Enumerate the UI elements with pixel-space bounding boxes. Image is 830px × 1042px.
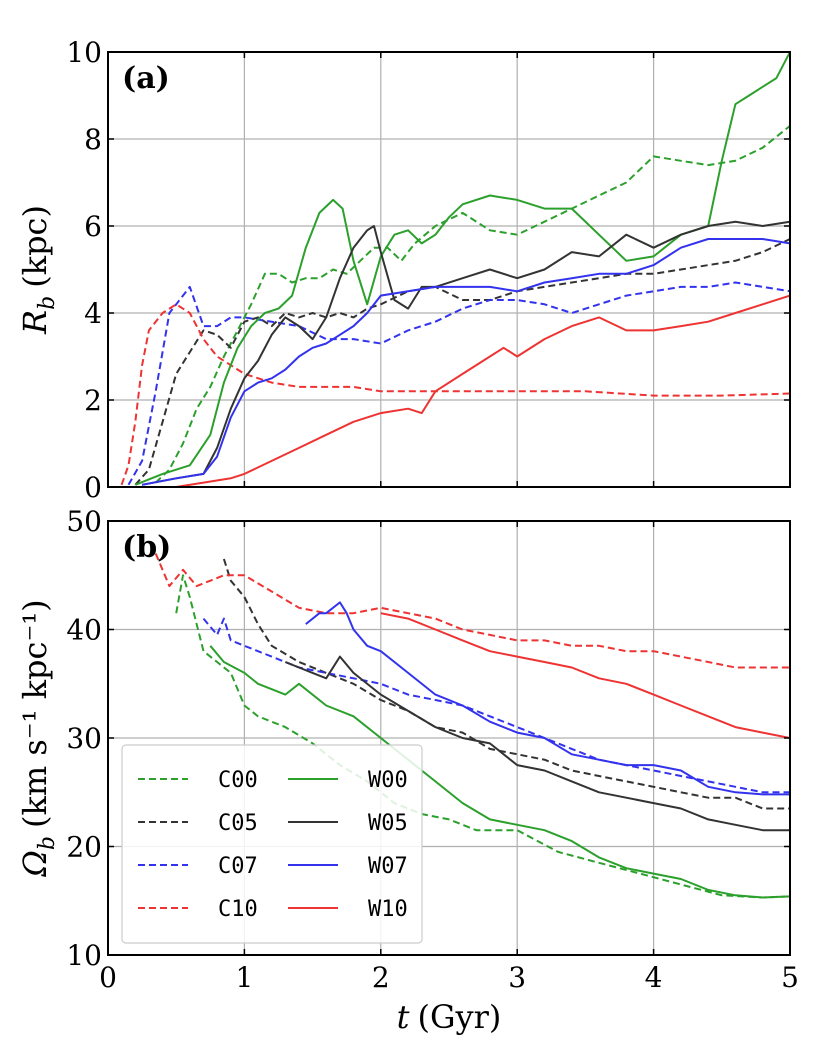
series-line-w07 [305, 601, 790, 796]
y-axis-label-symbol: Ω [16, 850, 54, 878]
legend-label-c00: C00 [218, 768, 258, 793]
y-tick-label: 0 [84, 471, 102, 504]
series-line-c05 [222, 558, 790, 810]
x-axis-label: t (Gyr) [397, 998, 502, 1036]
y-tick-label: 10 [66, 36, 102, 69]
x-tick-label: 2 [372, 961, 390, 994]
legend-frame [121, 744, 423, 944]
x-tick-label: 4 [645, 961, 663, 994]
panel-tag: (a) [122, 61, 170, 96]
y-tick-label: 50 [66, 505, 102, 538]
legend-label-c05: C05 [218, 811, 258, 836]
y-tick-label: 8 [84, 123, 102, 156]
x-tick-label: 0 [99, 961, 117, 994]
legend-label-c07: C07 [218, 854, 258, 879]
series-line-w00 [209, 645, 790, 899]
plot-frame [107, 51, 791, 488]
legend-label-w07: W07 [368, 854, 408, 879]
x-tick-label: 3 [508, 961, 526, 994]
y-axis-label: Ωb (km s⁻¹ kpc⁻¹) [16, 599, 60, 877]
panel-a: 0 2 4 6 8 10 (a) Rb (kpc) [16, 36, 791, 504]
legend-label-w10: W10 [368, 897, 408, 922]
series-line-c00 [175, 574, 790, 899]
series-line-w05 [284, 655, 790, 832]
series-line-w07 [141, 238, 790, 486]
x-tick-label: 1 [235, 961, 253, 994]
series-line-c05 [134, 238, 790, 486]
y-tick-label: 40 [66, 614, 102, 647]
series-group [120, 52, 790, 487]
y-axis-label-subscript: b [35, 836, 60, 850]
y-axis-label-unit: (kpc) [16, 205, 54, 288]
series-line-w10 [380, 612, 790, 739]
legend: C00 C05 C07 C10 W00 W05 W07 W10 [121, 744, 423, 944]
y-axis-label-unit: (km s⁻¹ kpc⁻¹) [16, 599, 54, 828]
y-axis-label: Rb (kpc) [16, 205, 60, 335]
panel-tag: (b) [122, 530, 171, 565]
y-tick-label: 2 [84, 384, 102, 417]
legend-label-w05: W05 [368, 811, 408, 836]
legend-label-w00: W00 [368, 768, 408, 793]
x-tick-label: 5 [781, 961, 799, 994]
y-axis-label-symbol: R [16, 310, 54, 335]
y-tick-label: 30 [66, 722, 102, 755]
y-axis-label-subscript: b [35, 296, 60, 310]
series-line-w10 [176, 294, 790, 487]
y-tick-label: 6 [84, 210, 102, 243]
x-axis-label-unit: (Gyr) [417, 998, 501, 1036]
series-line-w05 [141, 220, 790, 486]
series-group [154, 553, 790, 899]
series-line-c00 [155, 125, 790, 484]
y-tick-label: 10 [66, 939, 102, 972]
series-line-c07 [127, 281, 790, 486]
series-line-c10 [120, 303, 790, 486]
legend-label-c10: C10 [218, 897, 258, 922]
y-tick-label: 20 [66, 831, 102, 864]
x-axis-label-symbol: t [397, 998, 410, 1036]
y-tick-label: 4 [84, 297, 102, 330]
panel-b: 0 1 2 3 4 5 10 20 30 40 50 (b) Ωb (km s⁻¹ kpc⁻¹) t (Gyr… [16, 505, 799, 1036]
